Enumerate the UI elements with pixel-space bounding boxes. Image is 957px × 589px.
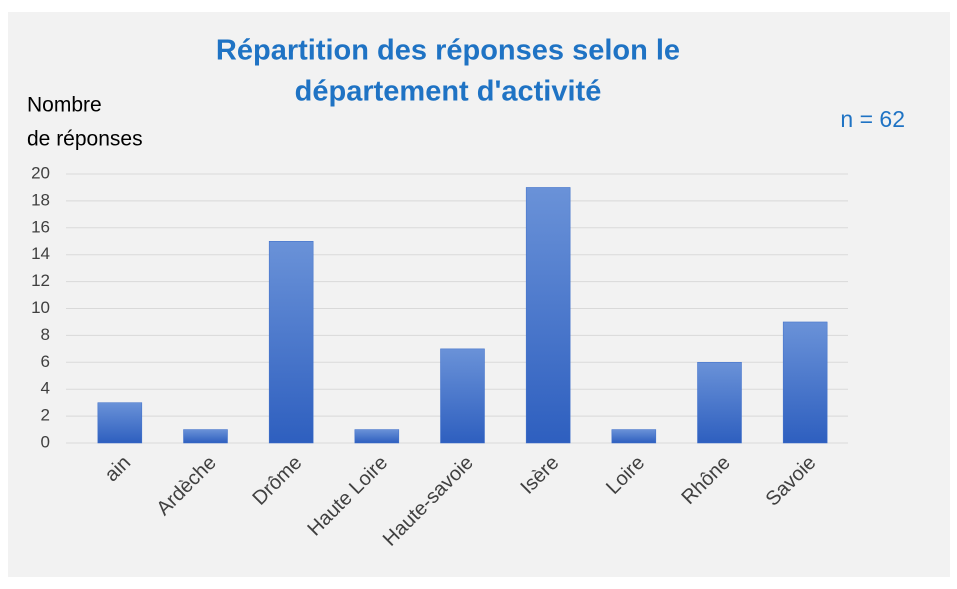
bar	[354, 429, 400, 444]
y-tick-label: 6	[41, 352, 50, 371]
chart-title: Répartition des réponses selon le	[216, 35, 680, 67]
bar	[440, 348, 485, 444]
y-tick-label: 2	[41, 406, 50, 425]
bar	[697, 362, 742, 444]
bar	[525, 187, 571, 444]
chart-background	[8, 12, 950, 577]
y-tick-label: 20	[31, 163, 50, 182]
y-tick-label: 8	[41, 325, 50, 344]
bar	[183, 429, 228, 444]
y-tick-label: 10	[31, 298, 50, 317]
annotation: n = 62	[840, 106, 905, 132]
y-tick-label: 0	[41, 432, 50, 451]
bar	[782, 321, 828, 444]
chart-title: département d'activité	[295, 76, 602, 108]
bar	[268, 241, 314, 444]
bar	[611, 429, 657, 444]
y-tick-label: 12	[31, 271, 50, 290]
y-tick-label: 14	[31, 244, 50, 263]
y-tick-label: 18	[31, 190, 50, 209]
y-tick-label: 4	[41, 379, 50, 398]
bar	[97, 402, 143, 444]
y-axis-label: Nombre	[27, 94, 102, 117]
y-axis-label: de réponses	[27, 128, 143, 151]
y-tick-label: 16	[31, 217, 50, 236]
